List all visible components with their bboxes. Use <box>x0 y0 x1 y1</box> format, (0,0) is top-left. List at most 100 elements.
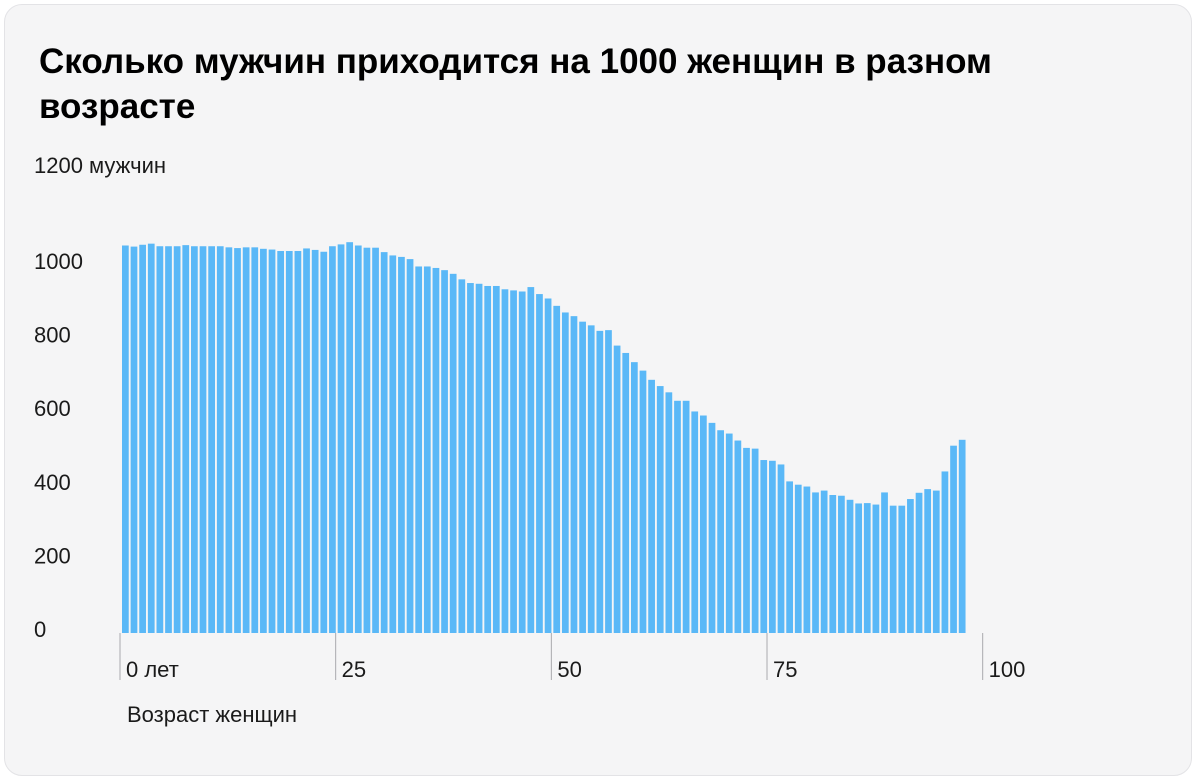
bar <box>156 246 164 633</box>
bar <box>380 252 388 633</box>
bar <box>311 249 319 634</box>
bar <box>268 249 276 633</box>
bar <box>139 244 146 633</box>
bar <box>958 439 966 633</box>
bar <box>285 251 293 634</box>
bar <box>510 290 517 633</box>
bar <box>406 259 414 633</box>
bar <box>492 285 500 633</box>
bar <box>415 266 423 633</box>
x-tick-label: 50 <box>557 657 581 682</box>
bar <box>536 294 543 633</box>
bar <box>915 492 923 633</box>
bar <box>337 244 345 633</box>
bar <box>484 285 492 633</box>
bar <box>173 246 181 633</box>
bar <box>674 400 681 633</box>
bar <box>734 440 742 633</box>
bar <box>561 312 569 633</box>
bar <box>898 505 906 633</box>
bar <box>820 490 828 633</box>
bar <box>147 243 155 633</box>
bar <box>691 411 699 633</box>
y-tick-label: 0 <box>34 617 46 642</box>
bar <box>277 251 285 634</box>
bar <box>725 433 733 633</box>
bar <box>346 242 354 633</box>
bar <box>803 486 811 633</box>
bar <box>846 499 854 633</box>
bar <box>458 279 466 633</box>
x-tick-label: 75 <box>773 657 797 682</box>
y-tick-label: 400 <box>34 470 71 495</box>
bar <box>423 266 431 633</box>
bar <box>441 270 448 633</box>
bar <box>708 422 716 633</box>
bar <box>320 251 328 633</box>
bar <box>648 379 655 633</box>
bar <box>751 448 759 633</box>
bar <box>294 251 302 634</box>
bar <box>191 246 198 633</box>
bar <box>199 246 207 633</box>
x-tick-label: 100 <box>989 657 1026 682</box>
bar <box>553 305 561 633</box>
bar <box>656 386 664 633</box>
bar <box>889 505 897 633</box>
bar <box>924 489 932 633</box>
bar <box>372 247 379 634</box>
bar <box>907 499 914 633</box>
bar <box>251 247 259 633</box>
bar <box>639 370 647 633</box>
bar <box>475 283 483 633</box>
bar <box>208 246 215 633</box>
bar <box>329 246 336 633</box>
bar <box>432 267 440 633</box>
bar <box>872 504 880 633</box>
bar <box>389 255 397 633</box>
bar <box>777 464 785 633</box>
bar <box>242 247 250 633</box>
bar <box>544 298 552 633</box>
bar <box>596 330 604 633</box>
bar <box>932 490 940 633</box>
bar <box>794 484 802 633</box>
bar <box>743 447 750 633</box>
bar <box>630 362 638 633</box>
y-tick-label: 200 <box>34 543 71 568</box>
bar <box>449 273 457 633</box>
y-tick-label: 800 <box>34 323 71 348</box>
bar <box>182 245 190 634</box>
bar <box>518 291 526 633</box>
bar <box>786 481 793 633</box>
bar <box>812 492 819 633</box>
chart-title: Сколько мужчин приходится на 1000 женщин… <box>39 42 992 126</box>
bar <box>398 256 405 633</box>
bar <box>527 287 535 633</box>
bar <box>587 325 595 633</box>
bar <box>225 247 233 633</box>
bar <box>665 392 673 633</box>
x-axis-label: Возраст женщин <box>127 702 297 727</box>
bar <box>165 246 172 633</box>
bar <box>579 321 586 633</box>
bar <box>467 283 474 633</box>
bar <box>717 430 724 633</box>
bar <box>605 330 612 633</box>
bar <box>130 246 138 633</box>
y-tick-label: 600 <box>34 396 71 421</box>
bar <box>838 495 845 633</box>
bar <box>950 445 957 633</box>
bar <box>216 246 224 633</box>
bar <box>613 345 621 633</box>
bar <box>570 316 578 633</box>
bar <box>260 248 267 634</box>
bar <box>122 245 129 633</box>
bar <box>829 495 837 633</box>
y-axis-label: 1200 мужчин <box>34 153 166 178</box>
bar <box>682 400 690 633</box>
bar <box>303 248 310 633</box>
bar <box>855 503 863 633</box>
bar <box>941 471 949 633</box>
